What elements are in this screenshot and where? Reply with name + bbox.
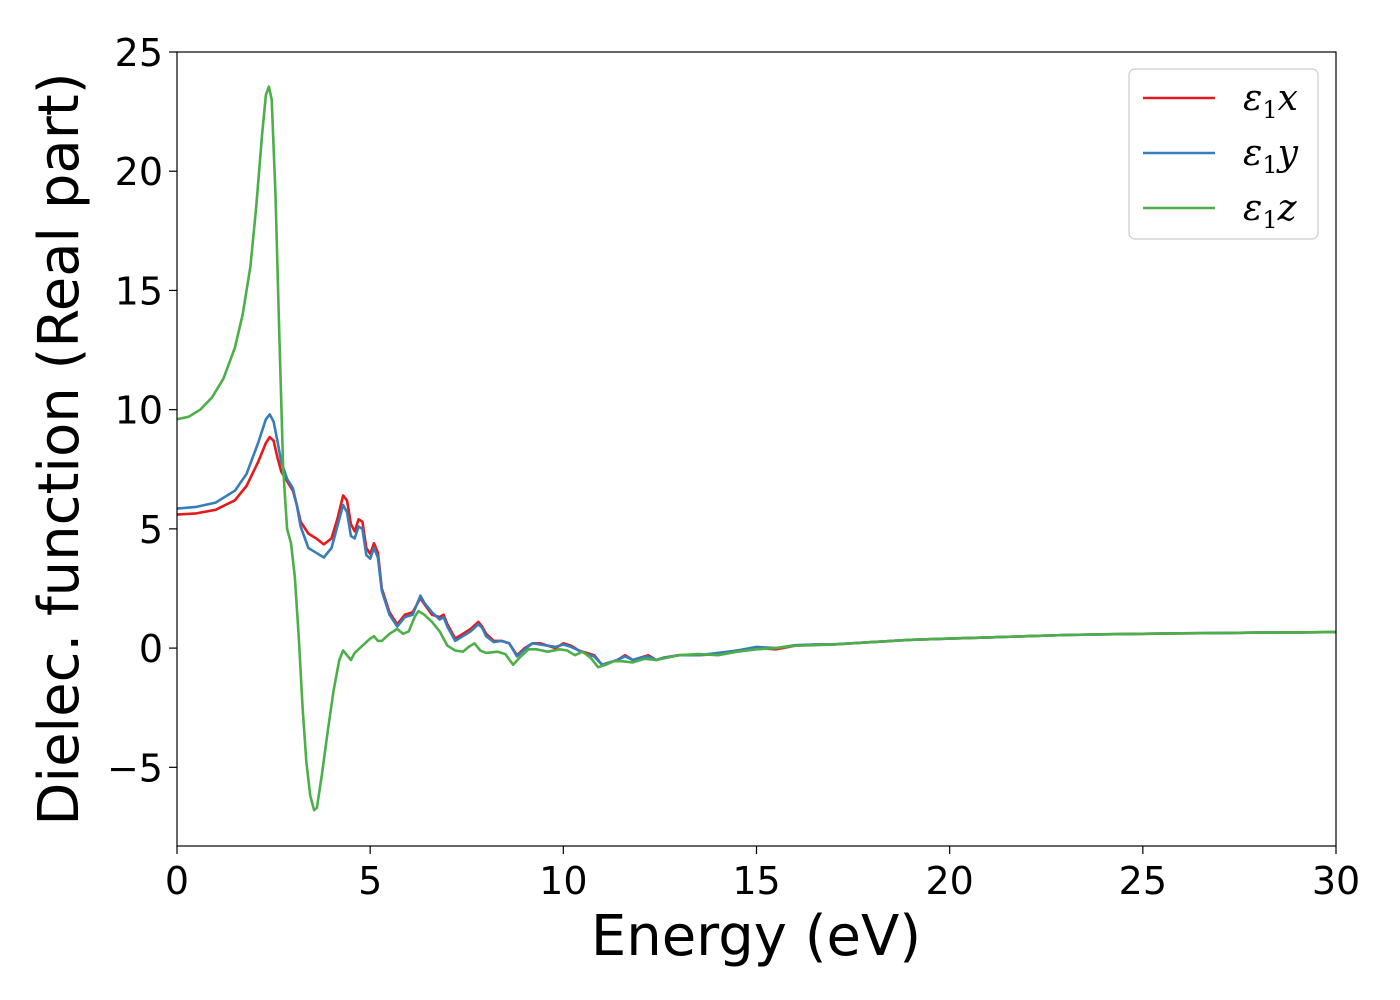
legend-label-y: ε1y xyxy=(1243,133,1299,179)
y-tick-label: 5 xyxy=(139,508,163,552)
x-tick-label: 20 xyxy=(925,859,973,903)
x-axis: 0 5 10 15 20 25 30 xyxy=(165,846,1360,903)
x-tick-label: 5 xyxy=(358,859,382,903)
series-layer xyxy=(177,85,1336,812)
y-axis: −5 0 5 10 15 20 25 xyxy=(107,31,177,790)
series-line-z xyxy=(177,85,1336,812)
y-tick-label: 25 xyxy=(115,31,163,75)
x-tick-label: 0 xyxy=(165,859,189,903)
x-axis-title: Energy (eV) xyxy=(591,904,921,969)
x-tick-label: 10 xyxy=(539,859,587,903)
legend-frame xyxy=(1128,68,1319,240)
x-tick-label: 30 xyxy=(1312,859,1360,903)
legend-label-x: ε1x xyxy=(1243,78,1298,124)
y-tick-label: 0 xyxy=(139,627,163,671)
legend-label-z: ε1z xyxy=(1243,188,1298,234)
legend: ε1x ε1y ε1z xyxy=(1128,68,1319,240)
y-axis-title: Dielec. function (Real part) xyxy=(27,72,92,825)
y-tick-label: 20 xyxy=(115,150,163,194)
x-tick-label: 15 xyxy=(732,859,780,903)
y-tick-label: 10 xyxy=(115,389,163,433)
y-tick-label: −5 xyxy=(107,746,163,790)
x-tick-label: 25 xyxy=(1119,859,1167,903)
y-tick-label: 15 xyxy=(115,269,163,313)
